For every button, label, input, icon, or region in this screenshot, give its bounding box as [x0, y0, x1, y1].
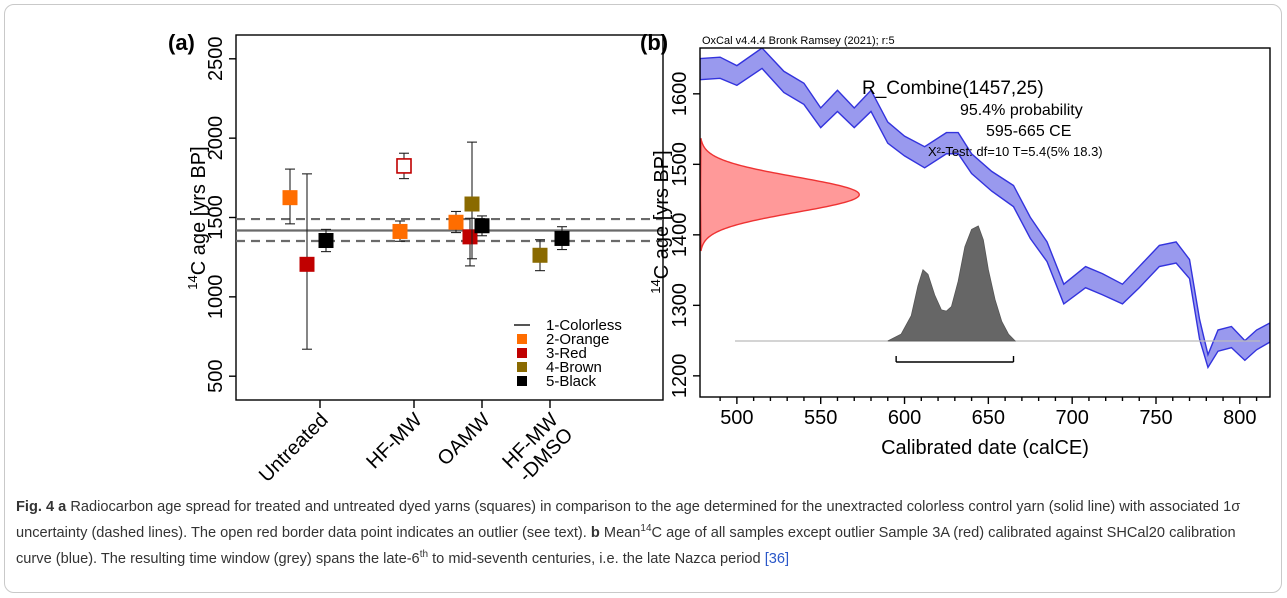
caption-part-b-1: Mean — [603, 524, 641, 541]
legend-item-5-black: 5-Black — [517, 373, 597, 390]
legend-label: 1-Colorless — [546, 317, 622, 334]
legend-item-4-brown: 4-Brown — [517, 359, 602, 376]
outlier-marker — [396, 158, 412, 174]
panel-b-x-axis: 500 550 600 650 700 750 800 — [719, 397, 1258, 429]
legend-item-3-red: 3-Red — [517, 345, 587, 362]
figure-frame — [4, 4, 1282, 593]
panel-a-label: (a) — [168, 30, 195, 55]
legend-swatch-square — [517, 376, 527, 386]
probability-label: 95.4% probability — [960, 102, 1083, 119]
data-point-brown-hf-mw-dmso — [532, 239, 548, 272]
legend-swatch-square — [517, 348, 527, 358]
panel-a-data-points — [282, 141, 570, 350]
panel-a-x-axis: Untreated HF-MW OAMW HF-MW-DMSO — [255, 400, 577, 488]
x-tick-label-500: 500 — [720, 407, 753, 429]
panel-b-y-axis-label: 14C age [yrs BP] — [648, 150, 673, 293]
data-point-red-hf-mw — [396, 152, 412, 180]
y-tick-label-1500: 1500 — [205, 195, 227, 240]
panel-b-label: (b) — [640, 30, 668, 55]
square-marker — [462, 229, 478, 245]
combine-title: R_Combine(1457,25) — [862, 78, 1044, 99]
data-point-black-hf-mw-dmso — [554, 226, 570, 251]
x-tick-label-800: 800 — [1223, 407, 1256, 429]
y-tick-label-1200: 1200 — [669, 354, 691, 399]
square-marker — [532, 247, 548, 263]
y-tick-label-2000: 2000 — [205, 116, 227, 161]
range-label: 595-665 CE — [986, 123, 1071, 140]
x-tick-label-550: 550 — [804, 407, 837, 429]
x-tick-label-hf-mw: HF-MW — [362, 409, 426, 473]
y-tick-label-1000: 1000 — [205, 275, 227, 320]
legend-label: 4-Brown — [546, 359, 602, 376]
caption-b-label: b — [590, 524, 600, 541]
legend-label: 2-Orange — [546, 331, 609, 348]
x-tick-label-oamw: OAMW — [433, 409, 494, 470]
panel-b-chart: (b) OxCal v4.4.4 Bronk Ramsey (2021); r:… — [640, 30, 1271, 459]
data-point-orange-oamw — [448, 210, 464, 234]
x-tick-label-600: 600 — [888, 407, 921, 429]
square-marker — [282, 190, 298, 206]
y-tick-label-1400: 1400 — [669, 213, 691, 258]
calibrated-date-distribution — [887, 225, 1017, 342]
caption-part-b-sup2: th — [419, 548, 429, 560]
data-point-brown-oamw — [464, 141, 480, 260]
data-point-black-oamw — [474, 215, 490, 237]
square-marker — [474, 218, 490, 234]
caption-part-b-3: to mid-seventh centuries, i.e. the late … — [432, 550, 761, 567]
legend-swatch-square — [517, 362, 527, 372]
y-tick-label-2500: 2500 — [205, 37, 227, 82]
square-marker — [464, 196, 480, 212]
calibration-curve-band — [700, 48, 1270, 370]
y-tick-label-500: 500 — [205, 360, 227, 393]
square-marker — [554, 230, 570, 246]
data-point-orange-hf-mw — [392, 220, 408, 242]
x-tick-label-650: 650 — [972, 407, 1005, 429]
panel-b-plot-area — [700, 48, 1270, 370]
caption-fig-label: Fig. 4 — [16, 499, 55, 515]
y-tick-label-1600: 1600 — [669, 72, 691, 117]
oxcal-header: OxCal v4.4.4 Bronk Ramsey (2021); r:5 — [702, 35, 895, 47]
data-point-red-untreated — [299, 173, 315, 350]
panel-a-y-axis-label: 14C age [yrs BP] — [185, 146, 210, 289]
caption-a-label: a — [58, 499, 67, 515]
square-marker — [448, 214, 464, 230]
caption-reference-link[interactable]: [36] — [764, 550, 790, 567]
data-point-red-oamw — [462, 217, 478, 267]
legend-item-2-orange: 2-Orange — [517, 331, 609, 348]
panel-b-plot-frame — [699, 47, 1271, 398]
caption-part-b-2: C age of all samples except outlier Samp… — [16, 524, 1236, 567]
square-marker — [299, 256, 315, 272]
chi2-test-label: X²-Test: df=10 T=5.4(5% 18.3) — [928, 144, 1103, 159]
data-point-black-untreated — [318, 228, 334, 253]
y-tick-label-1500: 1500 — [669, 142, 691, 187]
measured-age-distribution — [700, 138, 860, 252]
x-tick-label-hf-mw-dmso: HF-MW-DMSO — [498, 409, 577, 488]
caption-part-b-sup: 14 — [640, 523, 652, 534]
y-tick-label-1300: 1300 — [669, 283, 691, 328]
square-marker — [392, 223, 408, 239]
square-marker — [318, 233, 334, 249]
panel-b-y-axis-label-text: C age [yrs BP] — [651, 150, 673, 279]
panel-a-y-axis-label-text: C age [yrs BP] — [188, 146, 210, 275]
legend-label: 3-Red — [546, 345, 587, 362]
panel-b-x-axis-label: Calibrated date (calCE) — [881, 437, 1089, 459]
caption-part-a: Radiocarbon age spread for treated and u… — [16, 499, 1241, 541]
panel-b-y-axis: 1200 1300 1400 1500 1600 — [669, 72, 700, 399]
data-point-orange-untreated — [282, 168, 298, 225]
legend-label: 5-Black — [546, 373, 597, 390]
x-tick-label-untreated: Untreated — [255, 409, 333, 487]
legend-swatch-square — [517, 334, 527, 344]
panel-a-y-axis-label-sup: 14 — [185, 275, 200, 289]
legend-item-1-colorless: 1-Colorless — [514, 317, 622, 334]
figure-caption: Fig. 4 a Radiocarbon age spread for trea… — [16, 497, 1272, 570]
panel-a-y-axis: 500 1000 1500 2000 2500 — [205, 37, 236, 393]
x-tick-label-750: 750 — [1139, 407, 1172, 429]
panel-b-y-axis-label-sup: 14 — [648, 279, 663, 293]
x-tick-label-700: 700 — [1055, 407, 1088, 429]
